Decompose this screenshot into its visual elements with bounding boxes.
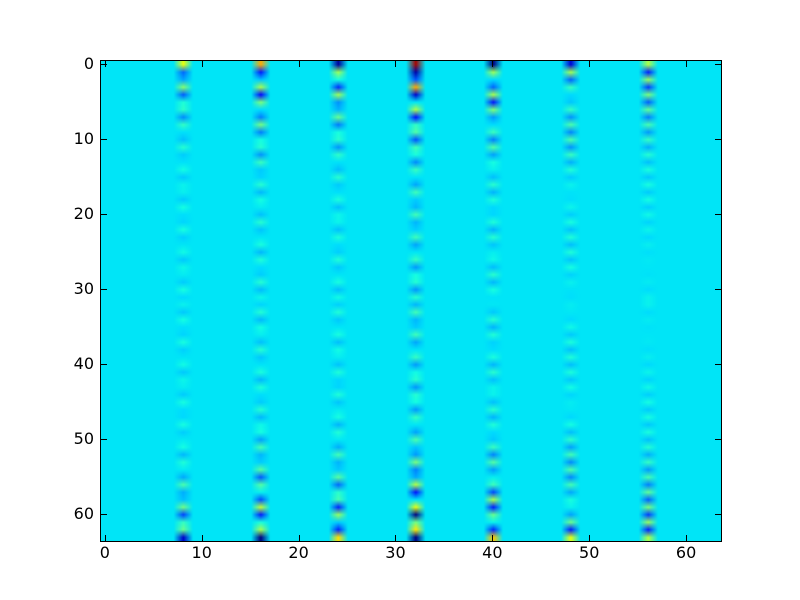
y-tick-label: 40	[73, 353, 94, 373]
y-tick-label: 30	[73, 278, 94, 298]
x-tick-bottom	[201, 535, 203, 541]
x-tick-label: 50	[579, 543, 600, 562]
x-tick-label: 30	[385, 543, 406, 562]
plot-area	[100, 60, 722, 542]
x-tick-bottom	[589, 535, 591, 541]
y-tick-label: 50	[73, 428, 94, 448]
y-tick-right	[715, 438, 721, 440]
y-tick-right	[715, 138, 721, 140]
y-tick-right	[715, 213, 721, 215]
x-tick-label: 0	[99, 543, 110, 562]
y-tick-left	[101, 288, 107, 290]
y-tick-left	[101, 63, 107, 65]
y-tick-left	[101, 438, 107, 440]
heatmap-image	[101, 61, 721, 541]
x-tick-top	[298, 61, 300, 67]
x-tick-top	[589, 61, 591, 67]
y-tick-right	[715, 63, 721, 65]
x-tick-bottom	[395, 535, 397, 541]
y-tick-left	[101, 213, 107, 215]
x-tick-bottom	[298, 535, 300, 541]
x-tick-bottom	[686, 535, 688, 541]
x-tick-top	[201, 61, 203, 67]
x-tick-label: 10	[191, 543, 212, 562]
y-tick-label: 0	[83, 53, 94, 73]
x-tick-label: 60	[675, 543, 697, 562]
y-tick-right	[715, 288, 721, 290]
x-tick-top	[492, 61, 494, 67]
x-tick-top	[686, 61, 688, 67]
y-tick-right	[715, 513, 721, 515]
x-tick-label: 20	[288, 543, 309, 562]
y-tick-left	[101, 513, 107, 515]
x-tick-bottom	[104, 535, 106, 541]
y-tick-left	[101, 363, 107, 365]
y-tick-label: 10	[73, 128, 94, 148]
x-tick-top	[395, 61, 397, 67]
x-tick-bottom	[492, 535, 494, 541]
y-tick-label: 20	[73, 203, 94, 223]
y-tick-right	[715, 363, 721, 365]
y-tick-left	[101, 138, 107, 140]
y-tick-label: 60	[73, 503, 94, 523]
x-tick-label: 40	[482, 543, 503, 562]
